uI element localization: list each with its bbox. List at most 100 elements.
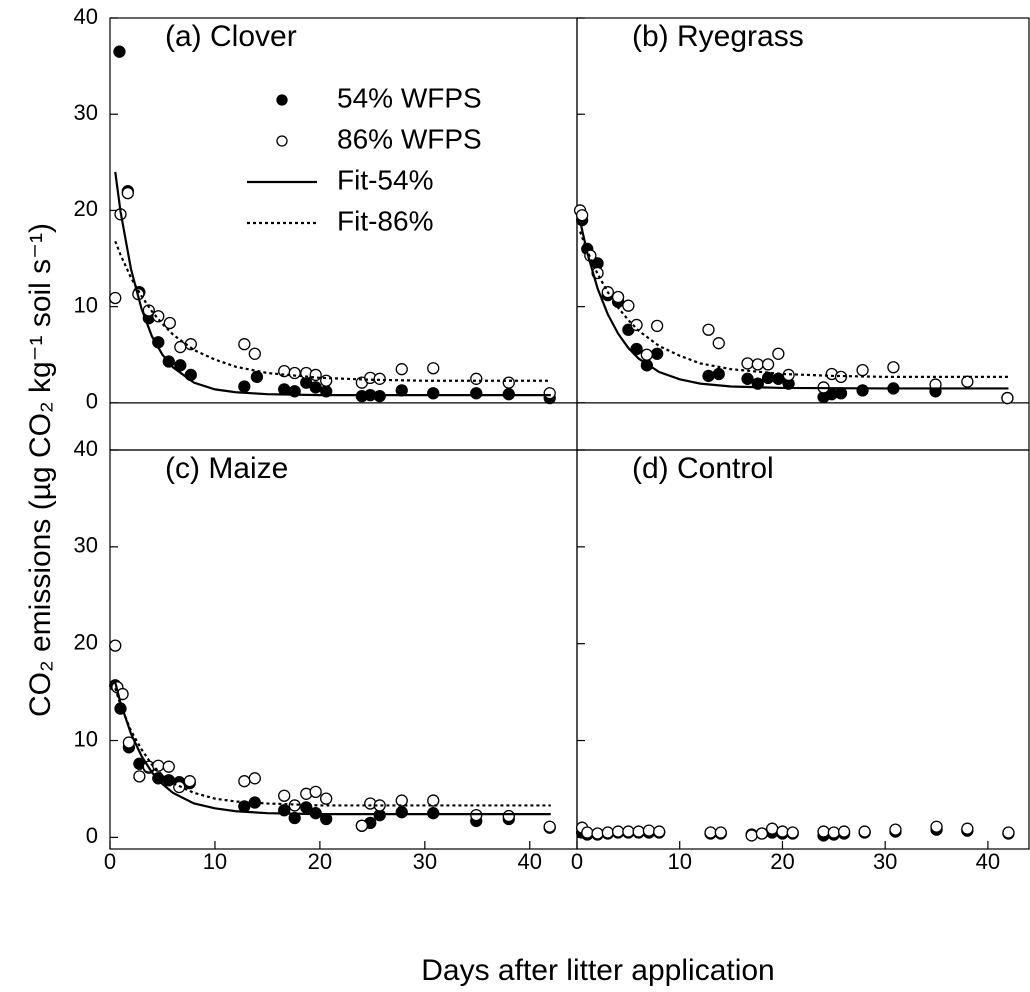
data-point (712, 367, 725, 381)
y-axis-label: CO₂ emissions (µg CO₂ kg⁻¹ soil s⁻¹) (24, 223, 57, 717)
data-point (856, 363, 869, 377)
data-point (183, 775, 196, 788)
data-point (1001, 391, 1014, 405)
panel-title: (b) Ryegrass (632, 20, 804, 53)
data-point (961, 375, 974, 388)
data-point (543, 387, 556, 400)
data-point (174, 340, 187, 354)
data-point (834, 387, 848, 400)
data-point (887, 361, 900, 374)
fit-line (114, 171, 551, 397)
data-point (427, 794, 440, 807)
x-axis-label: Days after litter application (421, 954, 775, 987)
data-point (611, 825, 625, 838)
data-point (109, 639, 122, 652)
data-point (630, 318, 643, 332)
data-point (248, 772, 261, 785)
y-tick-label: 30 (74, 100, 98, 125)
data-point (309, 785, 322, 799)
data-point (591, 827, 604, 840)
data-point (837, 825, 851, 838)
fit-line (579, 220, 1009, 390)
data-point (741, 357, 754, 370)
data-point (109, 291, 122, 305)
plot-frame (576, 449, 1030, 850)
data-point (741, 372, 754, 385)
data-point (642, 824, 656, 837)
data-point (427, 387, 440, 400)
data-point (543, 820, 556, 833)
data-point (761, 358, 775, 371)
data-point (288, 811, 301, 825)
x-tick-label: 10 (203, 849, 227, 874)
data-point (113, 45, 126, 58)
y-tick-label: 10 (74, 292, 98, 317)
data-point (702, 323, 715, 336)
data-point (502, 376, 515, 389)
fit-line (114, 687, 551, 807)
data-point (751, 358, 764, 371)
fit-line (114, 682, 551, 816)
data-point (470, 372, 483, 385)
y-tick-label: 0 (86, 823, 98, 848)
x-tick-label: 40 (518, 849, 542, 874)
data-point (640, 348, 654, 361)
data-point (961, 822, 974, 835)
data-point (630, 342, 643, 356)
data-point (427, 362, 440, 375)
data-point (1002, 826, 1015, 839)
data-point (817, 825, 830, 838)
x-tick-label: 40 (976, 849, 1000, 874)
data-point (133, 770, 146, 783)
x-tick-label: 0 (104, 849, 116, 874)
data-point (373, 799, 386, 812)
data-point (653, 825, 666, 838)
x-tick-label: 20 (308, 849, 332, 874)
data-point (650, 319, 664, 333)
fit-line (114, 240, 551, 382)
data-point (309, 381, 322, 394)
data-point (162, 760, 175, 773)
legend-label: Fit-86% (337, 205, 433, 236)
data-point (395, 806, 408, 819)
y-tick-label: 20 (74, 196, 98, 221)
data-point (714, 826, 727, 839)
data-point (248, 347, 261, 360)
panel-title: (a) Clover (165, 20, 297, 53)
data-point (288, 799, 301, 812)
panel-title: (d) Control (632, 452, 774, 485)
data-point (288, 366, 301, 380)
x-tick-label: 30 (873, 849, 897, 874)
legend-label: 54% WFPS (337, 82, 482, 113)
x-tick-label: 0 (571, 849, 583, 874)
y-tick-label: 30 (74, 533, 98, 558)
data-point (121, 186, 134, 200)
data-point (163, 316, 176, 330)
x-tick-label: 20 (770, 849, 794, 874)
data-point (278, 383, 291, 396)
data-point (395, 794, 408, 807)
data-point (772, 372, 785, 385)
data-point (622, 299, 635, 312)
data-point (786, 826, 799, 839)
data-point (889, 823, 902, 836)
data-point (772, 347, 785, 360)
data-point (650, 347, 664, 360)
legend-label: 86% WFPS (337, 123, 482, 154)
data-point (395, 363, 408, 376)
y-tick-label: 0 (86, 389, 98, 414)
data-point (755, 827, 769, 840)
data-point (611, 290, 625, 304)
y-tick-label: 40 (74, 436, 98, 461)
data-point (930, 820, 943, 833)
legend-marker (276, 94, 288, 106)
y-tick-label: 20 (74, 630, 98, 655)
data-point (575, 209, 589, 222)
data-point (320, 792, 333, 805)
data-point (632, 825, 645, 838)
data-point (320, 374, 333, 387)
y-tick-label: 10 (74, 726, 98, 751)
data-point (238, 338, 251, 351)
